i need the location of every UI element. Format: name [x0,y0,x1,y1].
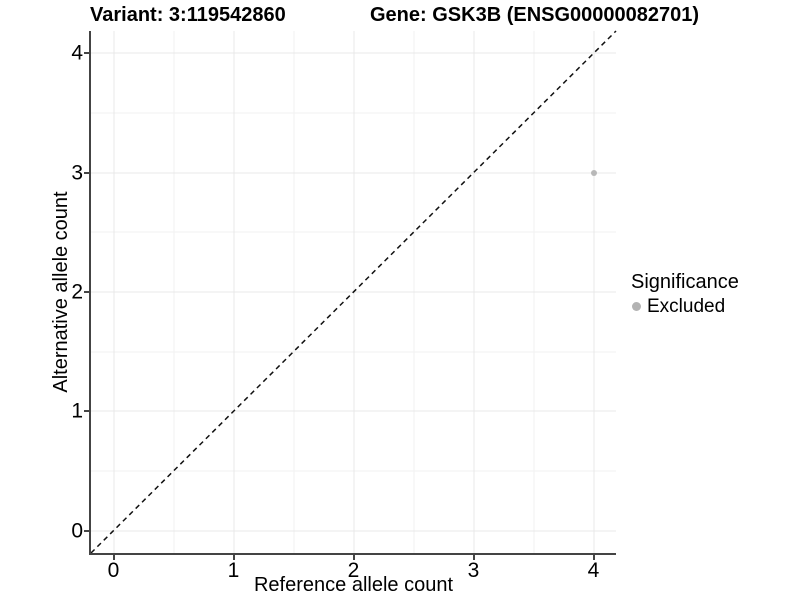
y-tick-mark [84,529,89,532]
x-tick-label: 1 [227,559,240,582]
legend-entry: Excluded [631,296,739,316]
x-tick-label: 3 [467,559,480,582]
x-tick-mark [592,555,595,560]
y-major-gridline [91,530,616,532]
y-tick-label: 0 [71,519,83,543]
x-tick-mark [472,555,475,560]
x-tick-label: 4 [587,559,600,582]
y-tick-label: 2 [71,280,83,304]
x-axis-line [89,553,616,555]
plot-panel: 0 1 2 3 4 0 1 2 3 4 [71,30,617,581]
plot-title-gene: Gene: GSK3B (ENSG00000082701) [370,4,700,26]
data-point [590,169,597,176]
y-tick-label: 1 [71,399,83,423]
y-tick-label: 3 [71,161,83,185]
y-axis-line [89,31,91,555]
y-tick-mark [84,291,89,293]
y-tick-mark [84,410,89,413]
x-tick-label: 2 [347,559,360,582]
identity-line [90,30,617,554]
legend: Significance Excluded [631,270,739,316]
x-tick-mark [232,555,235,560]
legend-title: Significance [631,271,739,293]
legend-key-dot-icon [632,301,641,311]
x-tick-mark [352,555,355,560]
y-major-gridline [91,172,616,174]
y-tick-mark [84,52,89,55]
y-major-gridline [91,410,616,412]
y-tick-mark [84,171,89,174]
legend-entries: Excluded [631,296,739,316]
x-tick-label: 0 [107,559,120,582]
y-axis-title: Alternative allele count [50,191,72,393]
x-axis-title: Reference allele count [253,574,453,596]
y-tick-label: 4 [71,41,83,65]
x-tick-mark [112,555,115,560]
y-major-gridline [91,52,616,54]
plot-title-variant: Variant: 3:119542860 [90,4,286,26]
legend-entry-label: Excluded [647,295,726,317]
